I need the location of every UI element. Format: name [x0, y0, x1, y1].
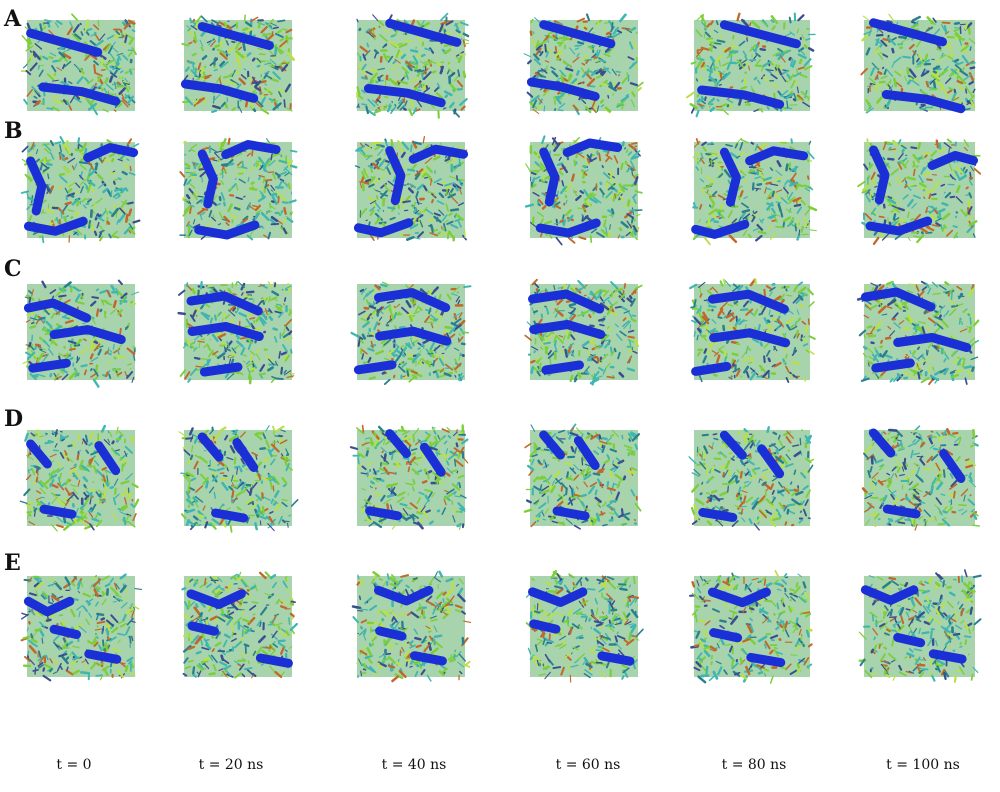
lipid-strands [177, 281, 295, 385]
lipid-strands [350, 281, 472, 385]
snapshot-panel-r4-c5 [688, 426, 815, 531]
snapshot-panel-r5-c3 [351, 570, 472, 683]
snapshot-panel-r2-c4 [524, 135, 643, 246]
peptide-chains [691, 289, 791, 376]
snapshot-panel-r1-c1 [20, 13, 137, 116]
snapshot-panel-r3-c1 [22, 279, 140, 388]
time-label-60: t = 60 ns [555, 757, 621, 773]
peptide-chains [539, 430, 600, 521]
time-label-0: t = 0 [56, 757, 92, 773]
peptide-chains [26, 439, 121, 519]
snapshot-panel-r5-c2 [181, 571, 298, 679]
row-label-c: C [4, 256, 22, 282]
snapshot-panel-r2-c6 [857, 138, 982, 245]
snapshot-panel-r1-c5 [686, 12, 816, 118]
time-label-40: t = 40 ns [381, 757, 447, 773]
peptide-chains [698, 430, 785, 522]
peptide-chains [860, 287, 972, 373]
snapshot-panel-r3-c2 [177, 281, 295, 385]
snapshot-panel-r4-c3 [349, 424, 469, 530]
snapshot-panel-r1-c4 [523, 13, 644, 116]
peptide-chains [186, 589, 293, 668]
peptide-chains [528, 587, 635, 666]
lipid-strands [858, 569, 982, 683]
peptide-chains [707, 587, 786, 668]
peptide-chains [194, 140, 281, 240]
peptide-chains [865, 145, 978, 236]
time-label-20: t = 20 ns [198, 757, 264, 773]
peptide-chains [363, 18, 462, 108]
peptide-chains [365, 429, 446, 521]
snapshot-panel-r3-c6 [856, 280, 980, 386]
snapshot-panel-r5-c1 [20, 573, 143, 682]
snapshot-panel-r3-c3 [350, 281, 472, 385]
snapshot-panel-r4-c4 [523, 423, 642, 530]
peptide-chains [860, 585, 967, 664]
peptide-chains [23, 596, 122, 664]
snapshot-panel-r1-c3 [356, 12, 470, 119]
peptide-chains [374, 585, 447, 666]
row-label-b: B [4, 118, 23, 144]
peptide-chains [26, 28, 121, 106]
time-label-80: t = 80 ns [721, 757, 787, 773]
lipid-strands [354, 136, 468, 242]
snapshot-panel-r5-c4 [525, 570, 644, 683]
snapshot-panel-r2-c3 [353, 136, 469, 242]
peptide-chains [197, 432, 259, 523]
peptide-chains [697, 20, 801, 109]
peptide-chains [23, 143, 139, 236]
row-label-e: E [4, 550, 21, 576]
peptide-chains [353, 288, 452, 375]
snapshot-panel-r4-c2 [178, 425, 299, 533]
snapshot-panel-r1-c2 [180, 14, 295, 115]
row-label-a: A [4, 6, 22, 32]
snapshot-panel-r5-c6 [858, 569, 982, 683]
time-label-100: t = 100 ns [886, 757, 960, 773]
snapshot-panel-r3-c4 [524, 278, 643, 386]
snapshot-panel-r4-c1 [19, 424, 140, 532]
lipid-strands [19, 424, 140, 532]
snapshot-panel-r5-c5 [689, 570, 813, 684]
peptide-chains [186, 291, 264, 377]
peptide-chains [528, 289, 606, 375]
snapshot-panel-r2-c2 [179, 137, 298, 241]
snapshot-panel-r2-c1 [20, 136, 141, 244]
snapshot-panel-r2-c5 [691, 137, 818, 246]
snapshot-panel-r3-c5 [689, 278, 816, 383]
peptide-chains [869, 18, 966, 114]
peptide-chains [535, 138, 623, 238]
row-label-d: D [4, 406, 24, 432]
peptide-chains [180, 22, 274, 103]
peptide-chains [23, 298, 126, 373]
peptide-chains [353, 144, 469, 238]
peptide-chains [869, 428, 966, 519]
peptide-chains [526, 20, 616, 101]
snapshot-panel-r1-c6 [860, 13, 976, 114]
lipid-strands [686, 12, 816, 118]
peptide-chains [691, 146, 809, 239]
snapshot-panel-r4-c6 [861, 425, 981, 531]
